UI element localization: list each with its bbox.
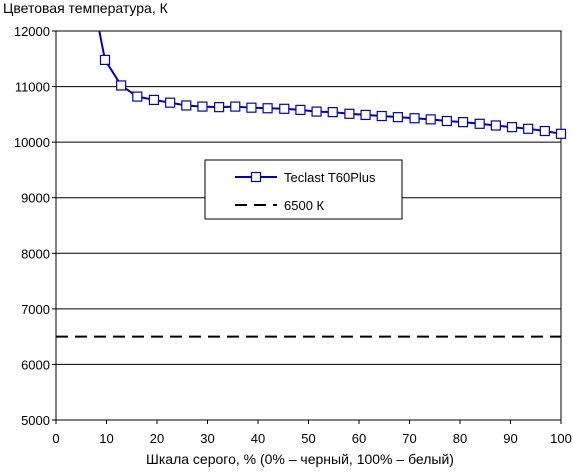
y-tick-label-1: 6000 bbox=[21, 357, 50, 372]
legend-6500k-label: 6500 К bbox=[284, 198, 325, 213]
x-tick-label-2: 20 bbox=[150, 431, 164, 446]
legend-teclast-marker bbox=[250, 171, 262, 183]
series-teclast-point-16 bbox=[360, 109, 371, 121]
series-teclast-point-24 bbox=[490, 120, 501, 131]
series-teclast-point-23 bbox=[474, 118, 485, 129]
x-tick-label-1: 10 bbox=[99, 431, 113, 446]
y-tick-label-0: 5000 bbox=[21, 413, 50, 428]
x-tick-label-6: 60 bbox=[352, 431, 366, 446]
series-teclast-point-15 bbox=[344, 108, 355, 119]
x-tick-label-0: 0 bbox=[52, 431, 59, 446]
series-teclast-point-17 bbox=[376, 110, 387, 122]
series-teclast-point-19 bbox=[409, 113, 420, 124]
legend-box bbox=[204, 159, 403, 220]
series-teclast-point-6 bbox=[197, 101, 208, 112]
x-tick-label-4: 40 bbox=[251, 431, 265, 446]
series-teclast-point-10 bbox=[262, 103, 273, 114]
legend-teclast-label: Teclast T60Plus bbox=[284, 170, 376, 185]
x-tick-label-5: 50 bbox=[301, 431, 315, 446]
y-tick-label-2: 7000 bbox=[21, 302, 50, 317]
series-teclast-point-9 bbox=[246, 102, 257, 113]
series-teclast-point-18 bbox=[392, 112, 403, 123]
series-teclast-point-21 bbox=[441, 115, 452, 127]
y-tick-label-7: 12000 bbox=[14, 24, 50, 39]
series-teclast-point-11 bbox=[279, 103, 290, 114]
y-tick-label-4: 9000 bbox=[21, 191, 50, 206]
series-teclast-point-13 bbox=[311, 106, 322, 117]
series-teclast-point-27 bbox=[539, 125, 550, 137]
x-axis-label: Шкала серого, % (0% – черный, 100% – бел… bbox=[146, 451, 454, 467]
series-teclast-point-25 bbox=[506, 122, 518, 133]
x-tick-label-9: 90 bbox=[503, 431, 517, 446]
series-teclast-point-0 bbox=[99, 54, 111, 65]
series-teclast-point-20 bbox=[425, 114, 436, 125]
y-tick-label-3: 8000 bbox=[21, 246, 50, 261]
series-teclast-point-28 bbox=[555, 128, 567, 139]
x-tick-label-8: 80 bbox=[453, 431, 467, 446]
y-tick-label-5: 10000 bbox=[14, 135, 50, 150]
series-teclast-point-7 bbox=[214, 102, 225, 113]
series-teclast-point-26 bbox=[523, 123, 534, 134]
x-tick-label-3: 30 bbox=[200, 431, 214, 446]
y-axis-label: Цветовая температура, К bbox=[3, 0, 168, 16]
series-teclast-point-12 bbox=[295, 104, 306, 116]
y-tick-label-6: 11000 bbox=[15, 80, 50, 95]
x-tick-label-7: 70 bbox=[402, 431, 416, 446]
series-teclast-point-2 bbox=[132, 91, 143, 102]
series-teclast-point-5 bbox=[181, 100, 192, 111]
series-teclast-point-14 bbox=[327, 107, 338, 118]
x-tick-label-10: 100 bbox=[550, 431, 572, 446]
series-teclast-point-1 bbox=[116, 80, 127, 91]
series-teclast-point-22 bbox=[457, 117, 469, 128]
series-teclast-point-4 bbox=[165, 97, 176, 108]
series-teclast-point-3 bbox=[148, 94, 160, 106]
series-teclast-point-8 bbox=[230, 101, 241, 112]
plot-frame bbox=[55, 30, 562, 421]
series-teclast-line bbox=[98, 31, 562, 135]
